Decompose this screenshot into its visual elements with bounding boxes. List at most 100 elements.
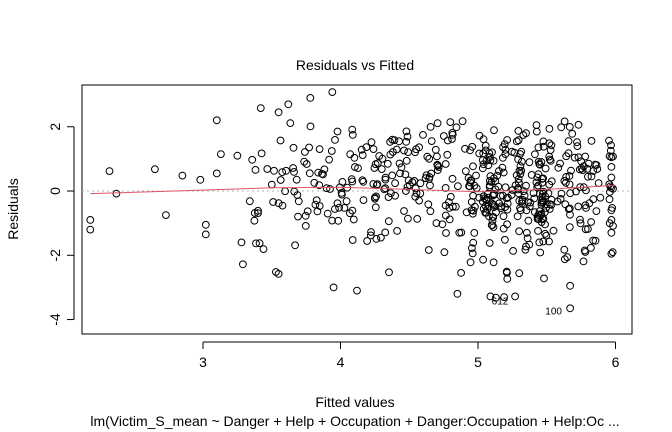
- data-point: [386, 138, 395, 146]
- data-point: [338, 178, 347, 186]
- data-point: [373, 180, 382, 189]
- data-point: [472, 171, 480, 180]
- data-point: [479, 160, 488, 169]
- data-point: [509, 247, 517, 255]
- data-point: [362, 143, 371, 152]
- data-point: [479, 135, 488, 144]
- data-point: [326, 185, 334, 193]
- data-point: [570, 153, 579, 162]
- data-point: [589, 195, 598, 204]
- data-point: [530, 208, 539, 217]
- data-point: [363, 237, 372, 245]
- data-point: [446, 192, 455, 201]
- data-point: [333, 127, 342, 136]
- data-point: [566, 189, 575, 198]
- data-point: [532, 121, 541, 129]
- data-point: [485, 176, 494, 185]
- data-point: [556, 195, 565, 203]
- data-point: [346, 150, 355, 159]
- data-point: [479, 192, 488, 201]
- data-point: [541, 164, 550, 173]
- data-point: [512, 137, 521, 146]
- data-point: [545, 139, 554, 148]
- data-point: [291, 241, 300, 250]
- data-point: [331, 136, 339, 144]
- data-point: [315, 145, 324, 154]
- data-point: [461, 167, 470, 176]
- data-point: [389, 148, 397, 156]
- data-point: [488, 148, 496, 157]
- data-point: [584, 172, 592, 181]
- data-point: [514, 126, 523, 135]
- data-point: [488, 213, 497, 221]
- data-point: [514, 155, 522, 164]
- data-point: [393, 227, 402, 235]
- data-point: [289, 164, 298, 172]
- data-point: [580, 246, 589, 255]
- data-point: [487, 221, 496, 230]
- data-point: [441, 211, 450, 220]
- data-point: [353, 286, 361, 295]
- data-point: [86, 225, 95, 234]
- data-point: [313, 207, 322, 216]
- data-point: [377, 165, 386, 174]
- data-point: [539, 142, 548, 151]
- data-point: [217, 150, 225, 159]
- data-point: [426, 123, 435, 131]
- data-point: [239, 260, 247, 269]
- data-point: [443, 150, 452, 159]
- data-point: [446, 118, 455, 126]
- data-point: [556, 159, 564, 168]
- data-point: [442, 229, 450, 237]
- data-point: [354, 164, 362, 173]
- data-point: [439, 132, 448, 140]
- data-point: [537, 158, 546, 166]
- y-tick-label: 0: [47, 187, 63, 195]
- data-point: [377, 233, 385, 242]
- outlier-labels: 612 100: [492, 296, 563, 317]
- data-point: [448, 174, 457, 183]
- data-point: [485, 239, 494, 247]
- data-point: [294, 212, 302, 221]
- x-tick-label: 5: [474, 354, 482, 370]
- data-point: [519, 187, 528, 196]
- data-point: [499, 143, 507, 152]
- data-point: [607, 249, 616, 258]
- data-point: [585, 199, 594, 208]
- data-point: [575, 165, 584, 174]
- data-point: [469, 162, 477, 171]
- smooth-trend-line: [90, 184, 616, 195]
- data-point: [404, 214, 412, 223]
- data-point: [248, 155, 257, 164]
- data-point: [458, 117, 467, 126]
- data-point: [469, 238, 478, 247]
- data-point: [535, 238, 544, 247]
- data-point: [348, 125, 357, 134]
- data-point: [276, 176, 285, 184]
- data-point: [574, 202, 583, 211]
- y-axis: -4 -2 0 2: [47, 123, 75, 326]
- data-point: [606, 182, 615, 191]
- data-point: [427, 137, 436, 146]
- data-point: [86, 216, 95, 224]
- data-point: [306, 122, 315, 131]
- data-point: [542, 200, 551, 209]
- data-point: [549, 226, 558, 235]
- data-point: [516, 162, 525, 171]
- data-point: [372, 235, 381, 243]
- data-point: [443, 136, 452, 145]
- x-tick-label: 4: [337, 354, 345, 370]
- data-point: [367, 138, 376, 147]
- data-point: [350, 153, 359, 162]
- x-axis: 3 4 5 6: [199, 341, 620, 370]
- data-point: [302, 160, 311, 168]
- data-point: [501, 183, 510, 192]
- data-point: [457, 269, 466, 277]
- data-point: [105, 167, 114, 176]
- data-point: [579, 257, 588, 266]
- data-point: [540, 274, 548, 283]
- data-point: [533, 183, 542, 192]
- data-point: [510, 148, 519, 157]
- data-point: [534, 143, 543, 152]
- data-point: [560, 117, 569, 126]
